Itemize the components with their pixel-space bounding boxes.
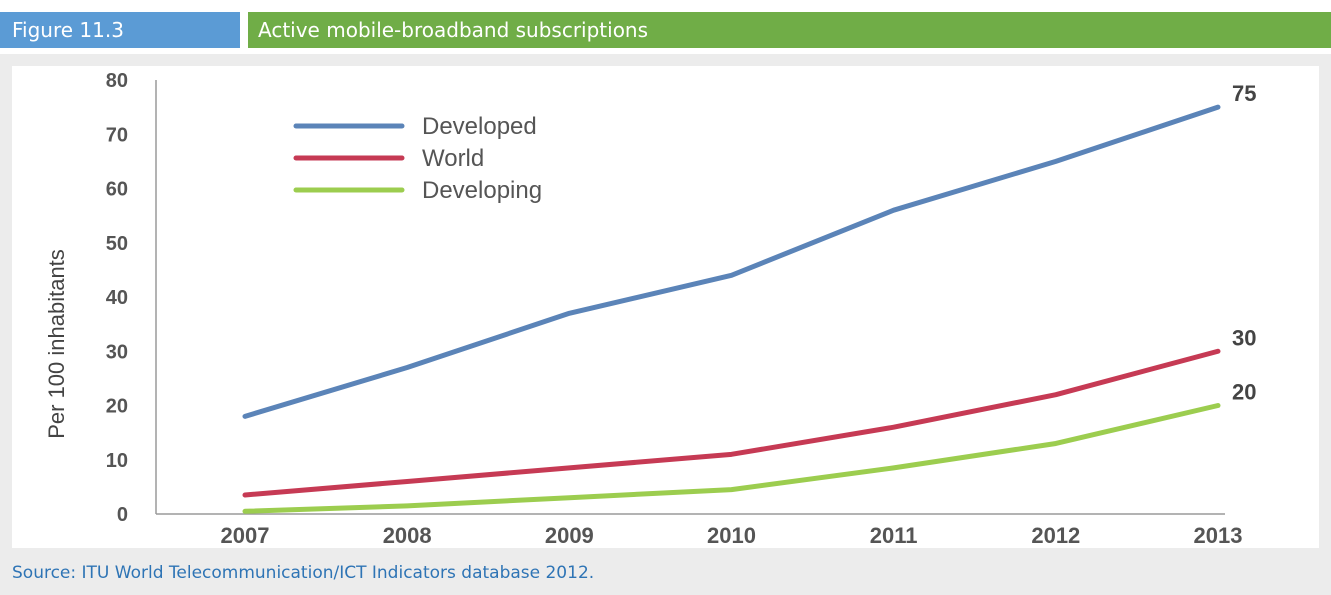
series-line-developing xyxy=(242,403,1221,514)
y-tick-label: 30 xyxy=(106,341,128,363)
end-label-developing: 20 xyxy=(1232,380,1256,405)
figure-label: Figure 11.3 xyxy=(0,12,240,48)
legend-label-developing: Developing xyxy=(422,177,542,204)
y-tick-label: 40 xyxy=(106,287,128,309)
legend-label-developed: Developed xyxy=(422,113,537,140)
legend-label-world: World xyxy=(422,145,484,172)
y-axis-label-group: Per 100 inhabitants xyxy=(44,249,69,439)
end-label-developed: 75 xyxy=(1232,81,1256,106)
y-tick-label: 0 xyxy=(117,504,128,526)
series-line-world xyxy=(242,348,1221,498)
line-chart: Per 100 inhabitants 0 10 20 30 40 50 60 70 80 20… xyxy=(12,66,1319,548)
y-tick-label: 20 xyxy=(106,396,128,418)
y-tick-label: 60 xyxy=(106,179,128,201)
y-tick-labels: 0 10 20 30 40 50 60 70 80 xyxy=(106,70,128,526)
x-tick-label: 2012 xyxy=(1031,523,1080,548)
x-tick-label: 2013 xyxy=(1194,523,1243,548)
y-tick-label: 50 xyxy=(106,233,128,255)
figure-title: Active mobile-broadband subscriptions xyxy=(248,12,1331,48)
y-tick-label: 80 xyxy=(106,70,128,92)
end-labels: 75 30 20 xyxy=(1232,81,1256,404)
x-tick-label: 2011 xyxy=(870,523,918,548)
y-axis-label: Per 100 inhabitants xyxy=(44,249,69,439)
x-tick-labels: 2007 2008 2009 2010 2011 2012 2013 xyxy=(221,523,1243,548)
series-lines xyxy=(242,104,1221,514)
y-tick-label: 10 xyxy=(106,450,128,472)
figure-body: Per 100 inhabitants 0 10 20 30 40 50 60 70 80 20… xyxy=(0,54,1331,595)
x-tick-label: 2008 xyxy=(383,523,432,548)
x-tick-label: 2007 xyxy=(221,523,270,548)
series-line-developed xyxy=(242,104,1221,419)
figure-header: Figure 11.3 Active mobile-broadband subs… xyxy=(0,12,1331,48)
x-tick-label: 2010 xyxy=(707,523,756,548)
end-label-world: 30 xyxy=(1232,325,1256,350)
legend: Developed World Developing xyxy=(293,113,542,204)
source-note: Source: ITU World Telecommunication/ICT … xyxy=(12,563,595,583)
x-tick-label: 2009 xyxy=(545,523,594,548)
y-tick-label: 70 xyxy=(106,124,128,146)
